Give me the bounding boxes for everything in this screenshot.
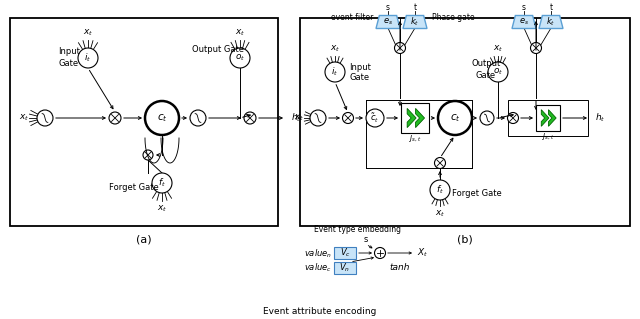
Text: s: s (522, 4, 526, 12)
Circle shape (244, 112, 256, 124)
Text: $x_t$: $x_t$ (493, 44, 503, 54)
Text: Phase gate: Phase gate (432, 13, 475, 23)
Text: $j_{s,t}$: $j_{s,t}$ (408, 132, 421, 145)
Text: $h_t$: $h_t$ (595, 112, 605, 124)
Text: Gate: Gate (349, 73, 369, 83)
Text: $c_t$: $c_t$ (157, 112, 168, 124)
Text: Event attribute encoding: Event attribute encoding (263, 307, 377, 315)
Text: event filter: event filter (331, 13, 373, 23)
Circle shape (480, 111, 494, 125)
Text: (a): (a) (136, 234, 152, 244)
Circle shape (190, 110, 206, 126)
Text: $x_t$: $x_t$ (19, 113, 29, 123)
Text: $value_n$: $value_n$ (304, 248, 332, 260)
Text: Event type embedding: Event type embedding (314, 226, 401, 234)
Text: Gate: Gate (476, 71, 496, 80)
Text: $i_t$: $i_t$ (332, 66, 339, 78)
Text: $x_t$: $x_t$ (435, 209, 445, 219)
Text: $x_t$: $x_t$ (235, 28, 245, 38)
Text: $k_t$: $k_t$ (547, 16, 556, 28)
Circle shape (325, 62, 345, 82)
Text: $x_t$: $x_t$ (83, 28, 93, 38)
Text: $value_c$: $value_c$ (304, 262, 332, 274)
Text: t: t (413, 4, 417, 12)
Circle shape (430, 180, 450, 200)
Text: s: s (364, 235, 368, 244)
Circle shape (143, 150, 153, 160)
Polygon shape (512, 16, 536, 28)
Circle shape (394, 42, 406, 54)
Text: (b): (b) (457, 234, 473, 244)
Circle shape (37, 110, 53, 126)
Text: $\tilde{c}_t$: $\tilde{c}_t$ (371, 111, 380, 125)
Text: $x_t$: $x_t$ (157, 204, 167, 214)
Text: $X_t$: $X_t$ (417, 247, 429, 259)
Text: Output Gate: Output Gate (192, 46, 244, 55)
Circle shape (109, 112, 121, 124)
Text: Forget Gate: Forget Gate (452, 189, 502, 198)
Bar (508, 100, 588, 136)
Text: t: t (549, 4, 552, 12)
Polygon shape (548, 110, 556, 126)
Text: Input: Input (349, 63, 371, 71)
Circle shape (342, 113, 353, 123)
Text: $i_t$: $i_t$ (84, 52, 92, 64)
Polygon shape (376, 16, 400, 28)
Circle shape (78, 48, 98, 68)
Text: $f_t$: $f_t$ (158, 177, 166, 189)
Circle shape (508, 113, 518, 123)
Text: tanh: tanh (390, 263, 410, 272)
Bar (334, 247, 356, 259)
Text: $f_t$: $f_t$ (436, 184, 444, 196)
Text: $x_t$: $x_t$ (294, 113, 304, 123)
Text: $j_{s,t}$: $j_{s,t}$ (541, 130, 554, 142)
Text: $e_s$: $e_s$ (519, 17, 529, 27)
Circle shape (438, 101, 472, 135)
Text: $e_s$: $e_s$ (383, 17, 393, 27)
Circle shape (488, 62, 508, 82)
Text: $V_n$: $V_n$ (339, 262, 351, 274)
Circle shape (374, 248, 385, 258)
Text: $k_t$: $k_t$ (410, 16, 420, 28)
Text: $h_t$: $h_t$ (291, 112, 301, 124)
Text: $o_t$: $o_t$ (493, 67, 503, 77)
Polygon shape (541, 110, 549, 126)
Polygon shape (407, 108, 416, 128)
Bar (300, 18, 630, 226)
Polygon shape (403, 16, 427, 28)
Polygon shape (539, 16, 563, 28)
Text: $x_t$: $x_t$ (330, 44, 340, 54)
Text: $o_t$: $o_t$ (235, 53, 245, 63)
Text: $V_c$: $V_c$ (340, 247, 351, 259)
Bar (10, 18, 278, 226)
Text: Forget Gate: Forget Gate (109, 182, 159, 191)
Bar (334, 262, 356, 274)
Bar (401, 103, 429, 133)
Text: Output: Output (472, 60, 500, 69)
Circle shape (152, 173, 172, 193)
Text: Input: Input (58, 47, 80, 56)
Text: $c_t$: $c_t$ (450, 112, 460, 124)
Text: Gate: Gate (59, 58, 79, 68)
Circle shape (531, 42, 541, 54)
Text: s: s (386, 4, 390, 12)
Circle shape (435, 158, 445, 168)
Bar (536, 105, 560, 131)
Circle shape (230, 48, 250, 68)
Circle shape (145, 101, 179, 135)
Polygon shape (415, 108, 424, 128)
Circle shape (366, 109, 384, 127)
Circle shape (310, 110, 326, 126)
